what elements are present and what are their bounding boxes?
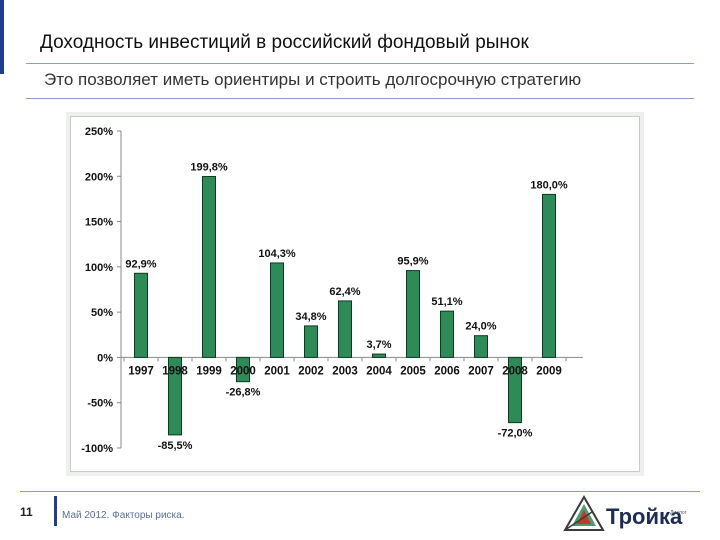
chart-area: 250% 200% 150% 100% 50% 0% -50% -100% 1997 92,9% 1… (70, 116, 640, 472)
bar-1998 (168, 356, 182, 436)
bar-2001 (270, 262, 284, 358)
x-tick-label: 2007 (468, 365, 494, 377)
footer-divider (20, 491, 700, 492)
data-label: 62,4% (329, 286, 360, 298)
y-tick-label: 0% (97, 352, 113, 364)
bar-2006 (440, 310, 454, 358)
bar-2009 (542, 193, 556, 358)
logo-text: Тройка (606, 504, 683, 529)
title-accent-bar (0, 0, 4, 74)
bar-2005 (406, 270, 420, 358)
bar-1999 (202, 175, 216, 358)
data-label: -72,0% (498, 428, 533, 440)
data-label: 104,3% (258, 248, 296, 260)
bar-1997 (134, 272, 148, 358)
title-divider (26, 63, 694, 64)
x-tick-label: 2003 (332, 365, 358, 377)
bar-2008 (508, 356, 522, 424)
y-tick-label: -100% (81, 443, 113, 455)
x-tick-label: 2004 (366, 365, 392, 377)
x-tick-label: 2005 (400, 365, 426, 377)
bar-2000 (236, 356, 250, 383)
y-tick-label: -50% (87, 398, 113, 410)
data-label: -26,8% (226, 387, 261, 399)
footer-accent-bar (54, 496, 57, 526)
bar-2007 (474, 335, 488, 358)
bar-2004 (372, 353, 386, 358)
company-logo: Тройка Диалог (562, 494, 702, 534)
data-label: -85,5% (158, 440, 193, 452)
page-subtitle: Это позволяет иметь ориентиры и строить … (44, 70, 582, 89)
x-tick-label: 1999 (196, 365, 222, 377)
x-tick-label: 2002 (298, 365, 324, 377)
y-tick-label: 50% (91, 307, 113, 319)
y-tick-label: 200% (85, 171, 113, 183)
bar-chart: 250% 200% 150% 100% 50% 0% -50% -100% 1997 92,9% 1… (81, 126, 583, 455)
y-tick-label: 250% (85, 126, 113, 138)
y-tick-label: 100% (85, 262, 113, 274)
data-label: 180,0% (530, 179, 568, 191)
x-tick-label: 2008 (502, 365, 528, 377)
data-label: 199,8% (190, 161, 228, 173)
data-label: 3,7% (366, 339, 391, 351)
logo-tagline: Диалог (670, 510, 687, 516)
x-tick-label: 1997 (128, 365, 154, 377)
data-label: 92,9% (125, 258, 156, 270)
x-tick-label: 2001 (264, 365, 290, 377)
footer-caption: Май 2012. Факторы риска. (62, 510, 185, 521)
bar-2003 (338, 300, 352, 358)
data-label: 34,8% (295, 311, 326, 323)
logo-triangle-icon (563, 494, 605, 531)
x-tick-label: 2006 (434, 365, 460, 377)
chart-frame: 250% 200% 150% 100% 50% 0% -50% -100% 1997 92,9% 1… (66, 112, 644, 476)
header: Доходность инвестиций в российский фондо… (26, 26, 694, 60)
x-tick-label: 2000 (230, 365, 256, 377)
data-label: 51,1% (431, 296, 462, 308)
bar-2002 (304, 325, 318, 358)
page-number: 11 (20, 505, 33, 519)
page-title: Доходность инвестиций в российский фондо… (40, 32, 529, 53)
data-label: 95,9% (397, 256, 428, 268)
x-tick-label: 2009 (536, 365, 562, 377)
x-tick-label: 1998 (162, 365, 188, 377)
y-tick-label: 150% (85, 217, 113, 229)
subtitle-divider (26, 98, 694, 99)
data-label: 24,0% (465, 321, 496, 333)
